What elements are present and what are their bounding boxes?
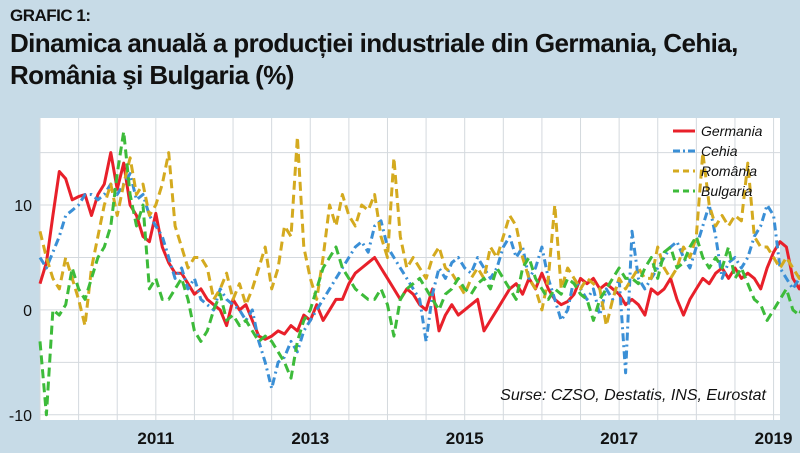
series-line-cehia: [38, 172, 800, 390]
legend-label-bulgaria: Bulgaria: [701, 183, 753, 199]
legend-label-cehia: Cehia: [701, 143, 738, 159]
y-tick-label: 0: [23, 303, 32, 320]
x-tick-label: 2015: [446, 429, 484, 448]
y-tick-label: -10: [9, 408, 32, 425]
x-tick-label: 2017: [600, 429, 638, 448]
legend-label-romania: România: [701, 163, 757, 179]
chart-label: GRAFIC 1:: [10, 6, 91, 25]
chart-title-line-2: România şi Bulgaria (%): [10, 60, 294, 90]
x-tick-label: 2013: [291, 429, 329, 448]
plot-area: [40, 118, 780, 420]
series-line-romania: [38, 135, 800, 328]
chart-title-line-1: Dinamica anuală a producției industriale…: [10, 28, 738, 58]
legend-label-germania: Germania: [701, 123, 763, 139]
header: GRAFIC 1: Dinamica anuală a producției i…: [10, 6, 790, 90]
series-line-germania: [38, 151, 800, 341]
x-tick-label: 2019: [755, 429, 793, 448]
x-tick-label: 2011: [137, 429, 174, 448]
source-note: Surse: CZSO, Destatis, INS, Eurostat: [500, 387, 766, 404]
series-line-bulgaria: [38, 130, 800, 417]
y-tick-label: 10: [14, 198, 32, 215]
